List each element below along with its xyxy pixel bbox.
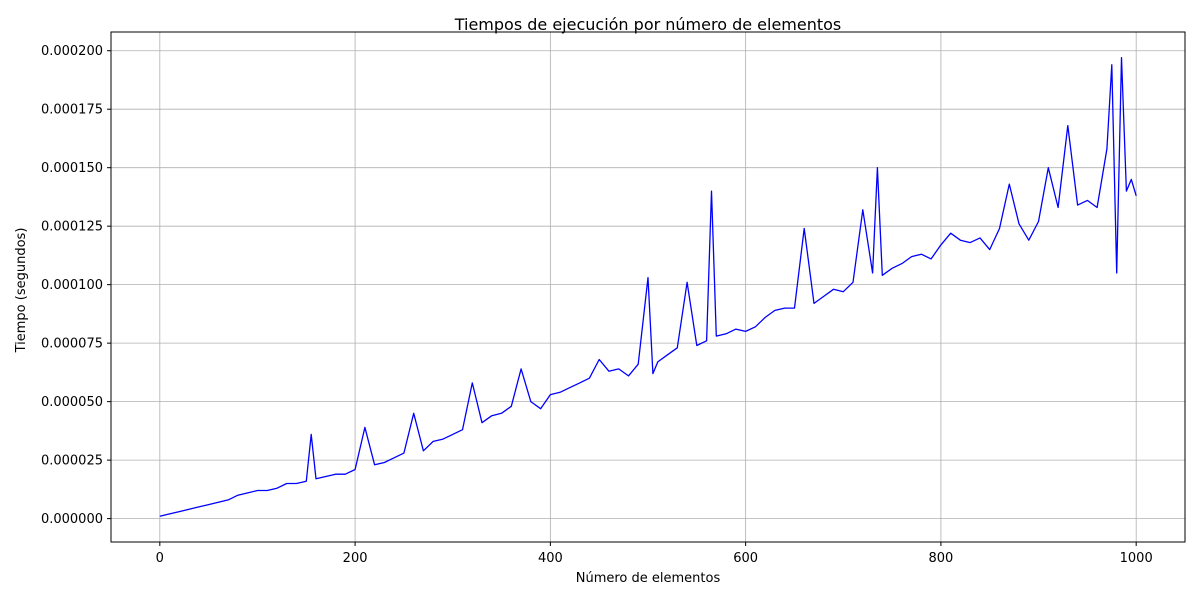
y-axis-label: Tiempo (segundos)	[14, 228, 29, 354]
x-tick-label: 0	[156, 551, 164, 566]
x-axis-label: Número de elementos	[576, 571, 721, 586]
x-tick-label: 1000	[1120, 551, 1153, 566]
x-tick-label: 200	[343, 551, 368, 566]
y-tick-label: 0.000125	[41, 220, 103, 235]
x-tick-label: 800	[928, 551, 953, 566]
y-tick-label: 0.000025	[41, 454, 103, 469]
chart-title: Tiempos de ejecución por número de eleme…	[454, 15, 842, 34]
series-layer	[159, 57, 1137, 517]
y-tick-label: 0.000200	[41, 44, 103, 59]
x-tick-label: 600	[733, 551, 758, 566]
y-tick-label: 0.000000	[41, 512, 103, 527]
y-tick-label: 0.000175	[41, 103, 103, 118]
y-tick-label: 0.000150	[41, 161, 103, 176]
series-line	[159, 57, 1137, 517]
x-axis-ticks: 0 200 400 600 800 1000	[156, 542, 1153, 566]
y-axis-ticks: 0.000000 0.000025 0.000050 0.000075 0.000100…	[41, 44, 111, 527]
grid-lines	[111, 32, 1185, 542]
x-tick-label: 400	[538, 551, 563, 566]
y-tick-label: 0.000050	[41, 395, 103, 410]
y-tick-label: 0.000075	[41, 337, 103, 352]
plot-frame	[110, 31, 1186, 543]
y-tick-label: 0.000100	[41, 278, 103, 293]
